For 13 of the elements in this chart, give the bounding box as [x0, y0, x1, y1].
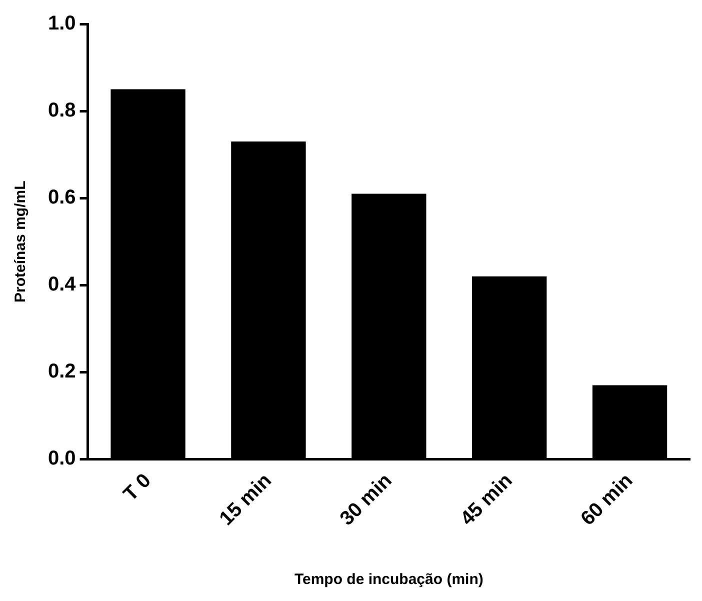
- y-tick-label: 0.2: [48, 360, 76, 383]
- x-tick-label: 60 min: [576, 470, 638, 530]
- x-tick-label: 45 min: [456, 470, 517, 530]
- y-tick-label: 0.8: [48, 100, 76, 122]
- x-tick-label: T 0: [119, 470, 156, 506]
- x-tick-label: 30 min: [336, 470, 396, 530]
- y-axis-title: Proteínas mg/mL: [12, 180, 30, 302]
- y-tick-label: 1.0: [48, 12, 76, 35]
- x-tick-label: 15 min: [216, 470, 276, 530]
- y-tick-label: 0.0: [48, 448, 76, 470]
- x-axis-title: Tempo de incubação (min): [294, 571, 484, 588]
- y-tick-label: 0.6: [48, 186, 76, 209]
- y-tick-label: 0.4: [48, 274, 77, 296]
